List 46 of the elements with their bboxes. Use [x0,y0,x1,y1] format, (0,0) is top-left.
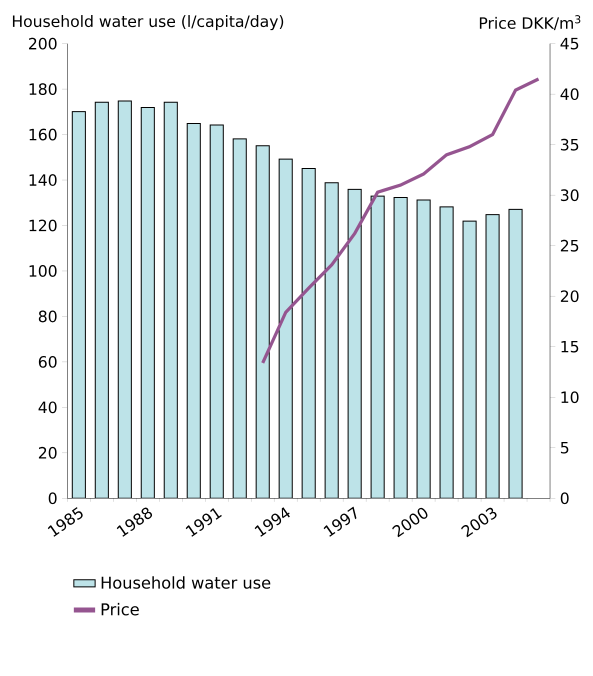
legend-label: Household water use [102,576,270,589]
y2-tick-label: 5 [560,442,568,454]
bar [186,122,201,498]
bar [394,197,408,498]
y2-tick-label: 10 [561,391,579,404]
y2-axis-title: Price DKK/m$^{3}$ [480,15,580,30]
y-tick-label: 80 [38,310,57,322]
bar [94,102,109,498]
bar [232,138,247,498]
y-tick-label: 140 [30,174,57,186]
bar [302,168,316,498]
bar [440,206,454,498]
y2-tick-label: 15 [561,340,578,353]
bar [416,200,431,498]
bar [348,188,362,498]
legend-label: Price [102,602,139,616]
y2-tick-label: 30 [560,189,579,202]
bar [278,158,293,498]
bar [486,214,500,498]
y2-tick-label: 40 [560,88,579,100]
bar [256,145,270,498]
y-tick-label: 60 [38,356,57,368]
y-tick-label: 120 [30,220,57,232]
bar [118,100,132,498]
bar [508,208,523,498]
y-tick-label: 180 [30,83,57,96]
bar [164,102,178,498]
y-tick-label: 160 [30,128,57,140]
y-tick-label: 200 [28,38,57,50]
bar [72,111,86,498]
bar [370,196,385,498]
bar [210,124,224,498]
y-tick-label: 0 [48,492,57,504]
y-tick-label: 40 [38,401,57,414]
y2-tick-label: 35 [560,138,578,151]
y-tick-label: 20 [38,446,57,459]
y2-tick-label: 0 [560,492,569,504]
y-tick-label: 100 [30,265,57,277]
bar [324,182,339,498]
line-series [261,77,540,365]
y-axis-title: Household water use (l/capita/day) [12,15,284,30]
y2-tick-label: 25 [560,240,578,252]
bar [462,220,477,498]
y2-tick-label: 20 [560,290,579,302]
bar [140,107,155,498]
y2-tick-label: 45 [560,38,578,50]
